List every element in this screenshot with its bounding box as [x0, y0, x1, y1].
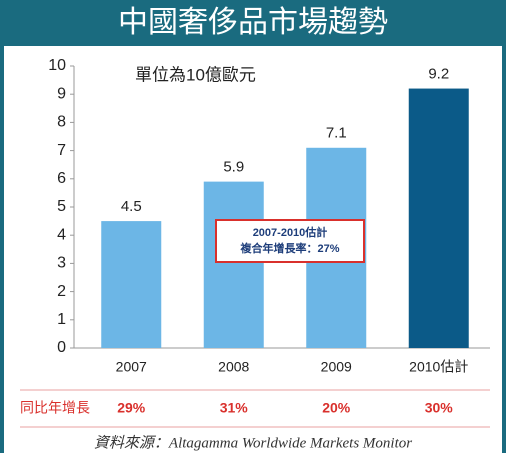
chart-subtitle: 單位為10億歐元 — [135, 65, 256, 84]
title-banner — [0, 0, 506, 46]
chart-title: 中國奢侈品市場趨勢 — [118, 6, 388, 39]
y-tick-label: 9 — [57, 85, 66, 102]
value-label: 9.2 — [428, 66, 449, 83]
y-tick-label: 0 — [57, 339, 66, 356]
y-tick-label: 3 — [57, 255, 66, 272]
x-tick-label: 2010估計 — [409, 359, 468, 375]
x-tick-label: 2008 — [218, 359, 249, 375]
value-label: 7.1 — [326, 125, 347, 142]
source: 資料來源：Altagamma Worldwide Markets Monitor — [94, 434, 412, 451]
growth-label: 同比年增長 — [20, 400, 90, 416]
value-label: 5.9 — [223, 159, 244, 176]
value-label: 4.5 — [121, 198, 142, 215]
frame-right — [502, 46, 506, 453]
frame-left — [0, 46, 4, 453]
y-tick-label: 6 — [57, 170, 66, 187]
annotation-box — [215, 219, 365, 263]
y-tick-label: 5 — [57, 198, 66, 215]
y-tick-label: 10 — [48, 57, 66, 74]
growth-value: 31% — [220, 400, 249, 416]
annotation-text: 2007-2010估計 — [253, 225, 328, 239]
annotation-text: 複合年增長率：27% — [239, 241, 339, 255]
y-tick-label: 2 — [57, 283, 66, 300]
bar — [203, 181, 264, 348]
bar — [408, 88, 469, 348]
x-tick-label: 2007 — [116, 359, 147, 375]
y-tick-label: 8 — [57, 114, 66, 131]
y-tick-label: 7 — [57, 142, 66, 159]
growth-value: 29% — [117, 400, 146, 416]
growth-value: 30% — [425, 400, 454, 416]
y-tick-label: 4 — [57, 226, 66, 243]
bar — [101, 221, 162, 348]
growth-value: 20% — [322, 400, 351, 416]
y-tick-label: 1 — [57, 311, 66, 328]
x-tick-label: 2009 — [321, 359, 352, 375]
